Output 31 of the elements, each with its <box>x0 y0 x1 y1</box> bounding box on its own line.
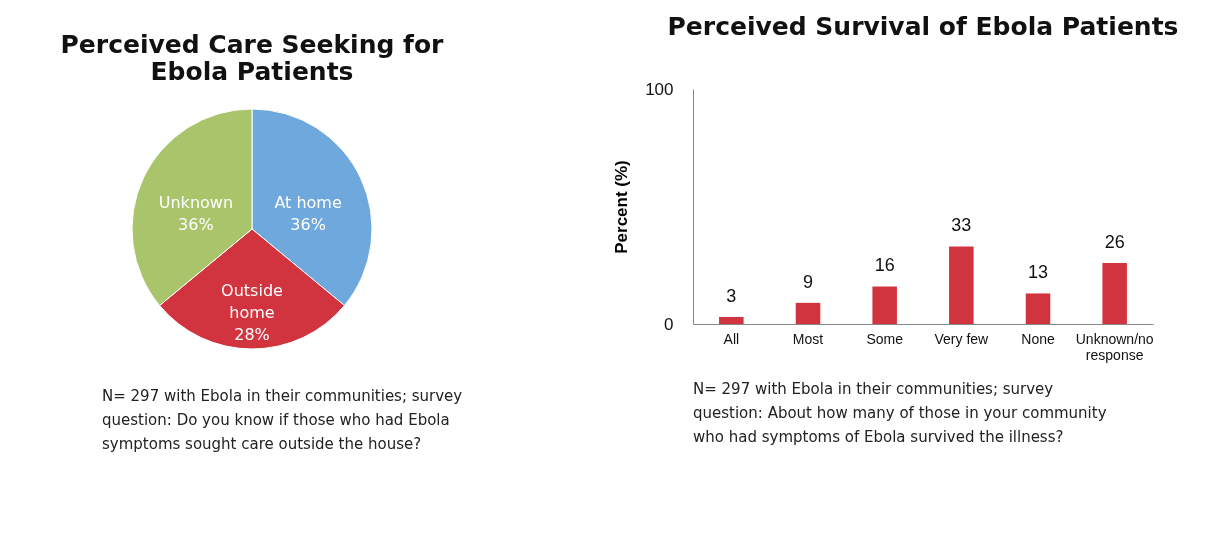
x-tick-label: Some <box>866 330 904 347</box>
data-label: 36% <box>290 214 326 234</box>
y-tick-label: 0 <box>664 314 674 334</box>
data-label: 26 <box>1104 231 1125 252</box>
bar <box>949 246 974 324</box>
x-tick-label: Very few <box>934 330 990 347</box>
data-label: 13 <box>1027 262 1049 283</box>
data-label: 16 <box>874 255 895 276</box>
bar <box>1102 262 1127 324</box>
bar <box>719 316 744 324</box>
x-tick-label: All <box>723 330 740 347</box>
chart-title: Perceived Survival of Ebola Patients <box>667 12 1179 41</box>
data-label: 28% <box>234 325 270 344</box>
data-label: 3 <box>726 285 737 306</box>
chart-title: Perceived Care Seeking for Ebola Patients <box>60 30 445 86</box>
text: N= 297 with Ebola in their communities; survey question: About how many of those in your community who had symptoms of Ebola survived the illness? <box>693 380 1107 446</box>
data-label: 36% <box>178 214 214 234</box>
slice-label: Outside home <box>221 281 283 322</box>
x-tick-label: Most <box>792 330 824 347</box>
x-tick-label: None <box>1021 330 1055 347</box>
bar <box>1025 293 1051 324</box>
bar <box>872 286 897 324</box>
x-tick-label: Unknown/no response <box>1075 330 1154 363</box>
slice-label: At home <box>274 192 342 212</box>
bar <box>795 302 821 324</box>
data-label: 9 <box>802 271 814 292</box>
y-axis-title: Percent (%) <box>612 160 632 254</box>
data-label: 33 <box>951 215 972 236</box>
text: N= 297 with Ebola in their communities; survey question: Do you know if those who had Ebola symptoms sought care outside the house? <box>102 387 463 453</box>
slice-label: Unknown <box>158 192 234 212</box>
y-tick-label: 100 <box>645 79 674 99</box>
